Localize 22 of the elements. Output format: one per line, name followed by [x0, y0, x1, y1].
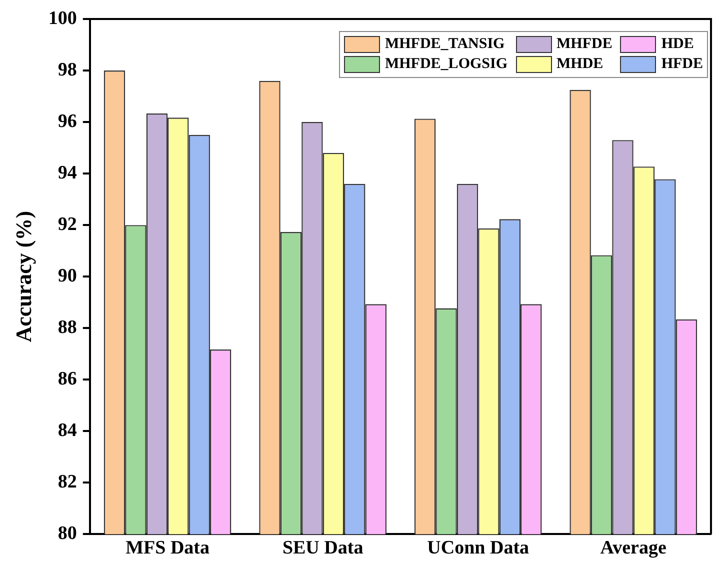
legend-label: MHDE [556, 56, 604, 73]
y-tick-label: 80 [58, 523, 77, 544]
legend-label: HDE [661, 36, 694, 53]
y-tick-label: 86 [58, 368, 77, 390]
x-tick-label: MFS Data [126, 538, 210, 559]
y-tick-label: 98 [58, 59, 77, 80]
y-tick-label: 82 [58, 472, 77, 493]
y-tick-label: 84 [58, 420, 78, 442]
y-tick-label: 94 [58, 162, 78, 184]
y-tick-label: 90 [58, 266, 77, 287]
legend-label: MHFDE_TANSIG [384, 36, 505, 53]
y-tick-label: 96 [58, 110, 77, 132]
y-tick-label: 88 [58, 317, 77, 338]
x-tick-label: Average [600, 538, 666, 559]
legend-label: HFDE [661, 56, 703, 73]
x-tick-label: SEU Data [282, 538, 364, 559]
x-tick-label: UConn Data [427, 538, 530, 559]
y-tick-label: 100 [48, 8, 77, 29]
y-tick-label: 92 [58, 214, 77, 235]
legend-label: MHFDE_LOGSIG [384, 56, 508, 73]
legend-label: MHFDE [556, 36, 612, 53]
y-axis-title: Accuracy (%) [10, 210, 36, 342]
